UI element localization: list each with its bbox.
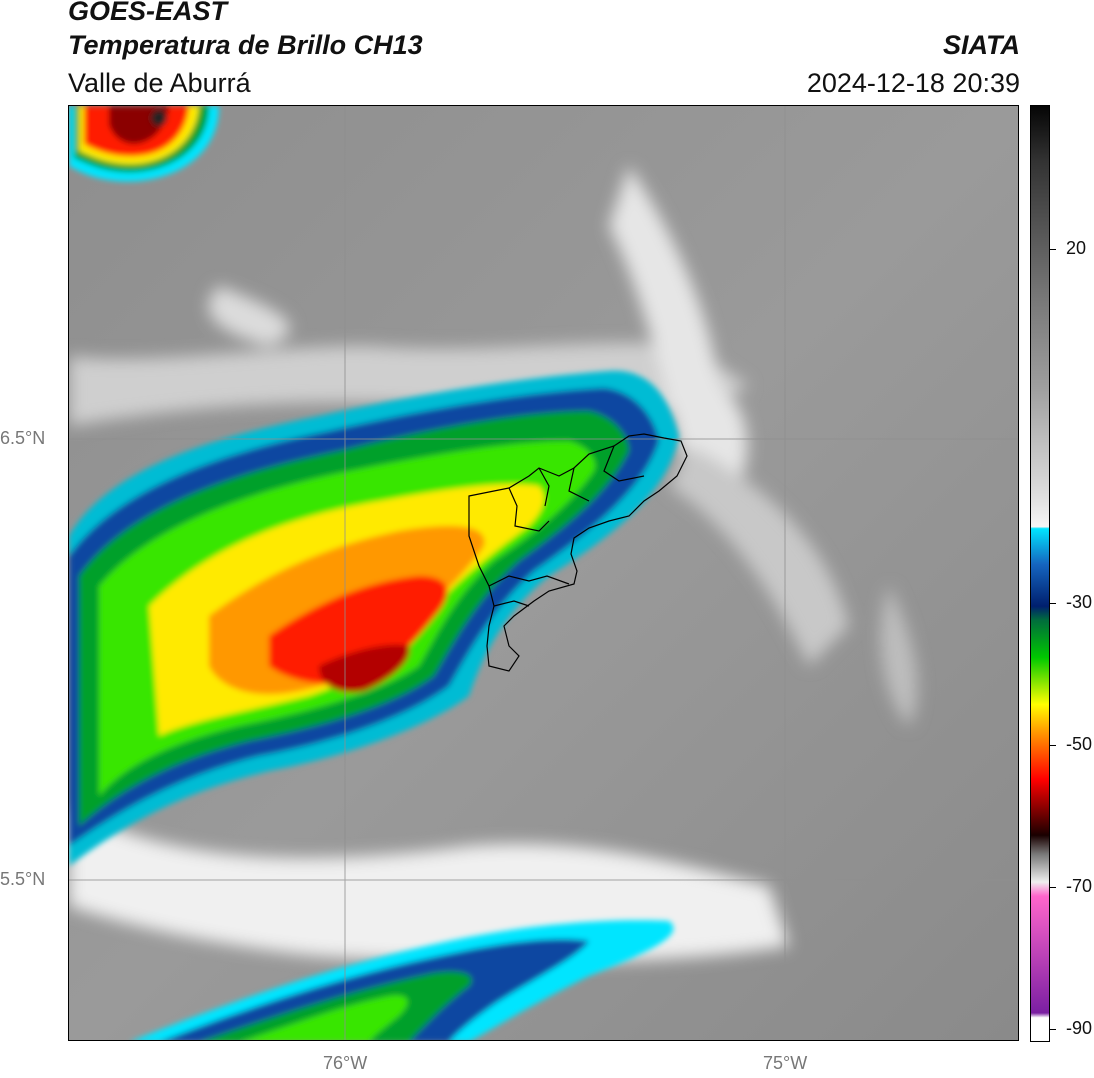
municipal-boundaries <box>468 433 688 672</box>
colorbar-tick <box>1050 745 1056 746</box>
lat-label: 6.5°N <box>0 428 46 448</box>
colorbar-label: -90 <box>1066 1018 1093 1038</box>
colorbar <box>1030 105 1050 1042</box>
lon-label: 75°W <box>763 1053 808 1073</box>
lon-label: 76°W <box>323 1053 368 1073</box>
colorbar-gradient <box>1031 106 1049 1041</box>
colorbar-tick <box>1050 1029 1056 1030</box>
storm-topleft <box>69 106 219 182</box>
storm-bottom <box>134 920 674 1040</box>
colorbar-label: -30 <box>1066 592 1093 612</box>
lat-label: 5.5°N <box>0 869 46 889</box>
product-title: Temperatura de Brillo CH13 <box>68 30 423 60</box>
storm-main <box>69 370 679 866</box>
map-canvas <box>69 106 1018 1040</box>
satellite-map[interactable] <box>68 105 1019 1041</box>
colorbar-label: -70 <box>1066 876 1093 896</box>
graticule <box>69 106 1018 1040</box>
colorbar-label: -50 <box>1066 734 1093 754</box>
colorbar-tick <box>1050 249 1056 250</box>
datetime-label: 2024-12-18 20:39 <box>806 68 1020 98</box>
colorbar-tick <box>1050 603 1056 604</box>
region-subtitle: Valle de Aburrá <box>68 68 251 98</box>
colorbar-tick <box>1050 887 1056 888</box>
colorbar-label: 20 <box>1066 238 1087 258</box>
agency-label: SIATA <box>943 30 1020 60</box>
satellite-title: GOES-EAST <box>68 0 228 26</box>
